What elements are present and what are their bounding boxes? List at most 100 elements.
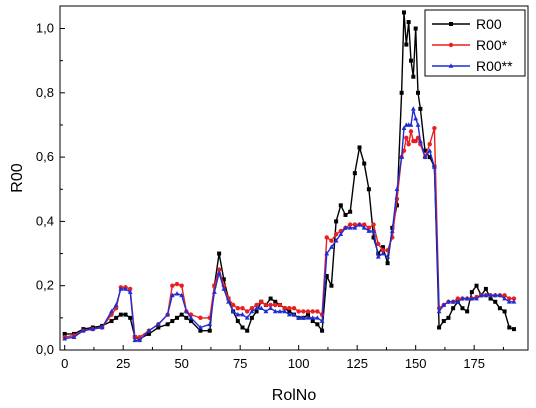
series-r00starstar-point	[240, 312, 245, 317]
series-r00star-point	[305, 309, 311, 314]
series-r00starstar-point	[366, 228, 372, 233]
series-r00starstar-point	[99, 324, 105, 330]
series-r00star-point	[137, 334, 142, 340]
x-tick-label: 50	[174, 356, 188, 371]
series-r00-point	[109, 319, 114, 324]
series-r00starstar-point	[432, 164, 437, 169]
series-r00-point	[451, 306, 456, 311]
series-r00star-point	[455, 296, 460, 301]
series-r00star-point	[277, 302, 283, 308]
y-tick-label: 1,0	[36, 21, 54, 36]
series-r00-point	[371, 235, 376, 240]
legend-r00starstar-point	[448, 63, 454, 68]
series-r00star-point	[235, 306, 241, 311]
series-r00star-point	[315, 309, 320, 314]
y-tick-label: 0,4	[36, 213, 54, 228]
x-tick-label: 125	[346, 356, 368, 371]
x-tick-label: 150	[405, 356, 427, 371]
series-r00starstar-point	[268, 305, 273, 311]
series-r00starstar-point	[258, 305, 264, 311]
series-r00-point	[179, 312, 184, 317]
series-r00starstar-point	[109, 308, 114, 314]
series-r00starstar-point	[464, 295, 470, 301]
series-r00starstar-point	[300, 315, 306, 320]
series-r00star-point	[408, 129, 414, 134]
series-r00-point	[207, 328, 212, 333]
series-r00starstar-point	[347, 225, 353, 230]
series-r00-point	[474, 283, 479, 288]
series-r00-point	[268, 296, 273, 301]
series-r00starstar-point	[417, 138, 423, 143]
legend-r00star-label: R00*	[476, 37, 508, 53]
series-r00-point	[184, 315, 189, 320]
series-r00starstar-point	[296, 315, 302, 320]
y-tick-label: 0,2	[36, 278, 54, 293]
series-r00starstar-point	[282, 308, 288, 314]
series-r00-point	[128, 315, 133, 320]
y-tick-label: 0,6	[36, 149, 54, 164]
series-r00star-point	[404, 135, 409, 141]
series-r00starstar-point	[244, 315, 250, 320]
series-r00starstar-point	[319, 318, 325, 323]
x-tick-label: 100	[288, 356, 310, 371]
series-r00starstar-point	[286, 312, 292, 317]
series-r00starstar-point	[399, 154, 405, 159]
series-r00star-point	[406, 142, 411, 147]
series-r00-point	[273, 299, 278, 304]
series-r00star-point	[352, 222, 358, 227]
series-r00starstar-point	[137, 337, 142, 343]
series-r00-point	[254, 309, 259, 314]
x-tick-label: 25	[116, 356, 130, 371]
series-r00-point	[329, 283, 334, 288]
series-r00star-point	[432, 125, 437, 131]
series-r00star-point	[174, 281, 180, 287]
series-r00star-point	[287, 306, 292, 311]
series-r00star-point	[179, 283, 184, 288]
series-r00star-point	[427, 142, 432, 147]
series-r00-point	[406, 20, 411, 25]
series-r00-point	[338, 203, 343, 208]
series-r00star-point	[259, 299, 264, 304]
series-r00starstar-point	[118, 286, 124, 291]
series-r00starstar-point	[127, 289, 133, 294]
series-r00star-point	[502, 293, 507, 298]
series-r00star-point	[249, 306, 255, 311]
series-r00-point	[502, 309, 507, 314]
series-r00-point	[245, 328, 250, 333]
legend: R00 R00* R00**	[424, 9, 526, 77]
series-r00starstar-point	[146, 328, 152, 333]
series-r00star-point	[380, 248, 386, 253]
series-r00star-point	[301, 309, 306, 314]
series-r00starstar-point	[357, 222, 362, 227]
series-r00starstar-point	[81, 328, 86, 333]
series-r00star-point	[273, 302, 278, 308]
series-r00-point	[217, 251, 222, 256]
series-r00star-point	[362, 222, 367, 227]
series-r00-point	[170, 319, 175, 324]
series-r00starstar-point	[394, 186, 400, 192]
plot-frame	[59, 5, 529, 351]
series-r00-point	[418, 106, 423, 111]
legend-r00starstar-label: R00**	[476, 58, 513, 74]
series-r00star-point	[324, 235, 329, 240]
series-r00starstar-point	[333, 238, 339, 243]
series-r00-point	[413, 26, 418, 31]
legend-r00-point	[449, 22, 453, 26]
series-r00starstar	[62, 106, 517, 343]
series-r00star-point	[268, 302, 273, 308]
series-r00starstar-point	[174, 291, 180, 296]
series-r00starstar-point	[441, 302, 447, 307]
series-r00-point	[460, 306, 465, 311]
series-r00starstar-point	[113, 302, 119, 307]
series-r00starstar-point	[511, 299, 517, 304]
series-r00starstar-point	[497, 292, 503, 298]
series-r00-point	[437, 325, 442, 330]
series-r00-point	[446, 315, 451, 320]
series-r00star-point	[329, 238, 334, 243]
series-r00-point	[362, 161, 367, 166]
series-r00-point	[385, 261, 390, 266]
series-r00star-point	[254, 302, 259, 308]
legend-r00star-point	[448, 42, 454, 48]
series-r00starstar-point	[502, 295, 507, 301]
